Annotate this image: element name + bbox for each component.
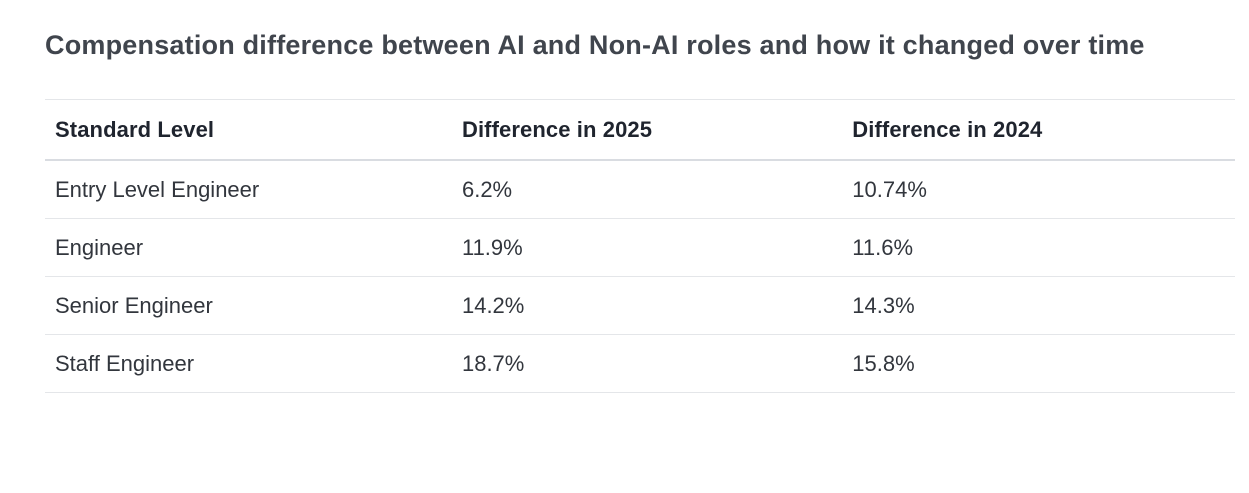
cell-diff-2025: 6.2%	[451, 160, 843, 219]
table-row: Staff Engineer 18.7% 15.8%	[45, 334, 1235, 393]
cell-diff-2025: 18.7%	[451, 334, 843, 393]
cell-level: Staff Engineer	[45, 334, 452, 393]
table-row: Engineer 11.9% 11.6%	[45, 218, 1235, 277]
table-header-row: Standard Level Difference in 2025 Differ…	[45, 99, 1235, 161]
cell-level: Entry Level Engineer	[45, 160, 452, 219]
cell-level: Senior Engineer	[45, 276, 452, 335]
cell-diff-2024: 11.6%	[842, 218, 1235, 277]
page: Compensation difference between AI and N…	[45, 30, 1235, 393]
page-title: Compensation difference between AI and N…	[45, 30, 1145, 60]
column-header-difference-2024: Difference in 2024	[842, 99, 1235, 161]
compensation-table: Standard Level Difference in 2025 Differ…	[45, 99, 1235, 393]
table-body: Entry Level Engineer 6.2% 10.74% Enginee…	[45, 160, 1235, 393]
cell-diff-2025: 11.9%	[451, 218, 843, 277]
table-row: Entry Level Engineer 6.2% 10.74%	[45, 160, 1235, 219]
cell-level: Engineer	[45, 218, 452, 277]
cell-diff-2024: 10.74%	[842, 160, 1235, 219]
table-row: Senior Engineer 14.2% 14.3%	[45, 276, 1235, 335]
compensation-table-container: Standard Level Difference in 2025 Differ…	[45, 99, 1235, 393]
table-header: Standard Level Difference in 2025 Differ…	[45, 99, 1235, 161]
cell-diff-2024: 15.8%	[842, 334, 1235, 393]
column-header-standard-level: Standard Level	[45, 99, 452, 161]
column-header-difference-2025: Difference in 2025	[451, 99, 843, 161]
cell-diff-2024: 14.3%	[842, 276, 1235, 335]
cell-diff-2025: 14.2%	[451, 276, 843, 335]
